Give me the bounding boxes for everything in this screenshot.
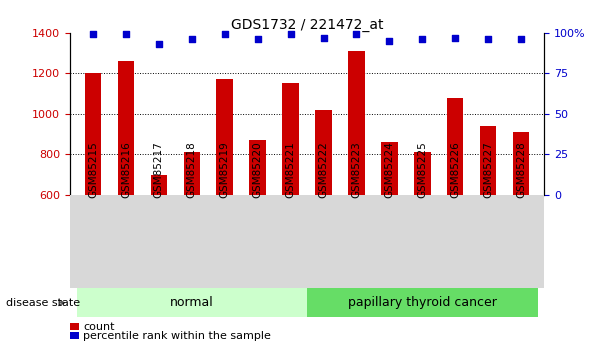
Bar	[216, 79, 233, 195]
Point	[351, 32, 361, 37]
Bar	[184, 152, 200, 195]
Point	[418, 37, 427, 42]
Point	[187, 37, 196, 42]
Bar	[447, 98, 463, 195]
Bar	[77, 288, 307, 317]
Title: GDS1732 / 221472_at: GDS1732 / 221472_at	[231, 18, 383, 32]
Point	[253, 37, 263, 42]
Bar	[70, 332, 80, 339]
Text: disease state: disease state	[6, 298, 80, 308]
Text: percentile rank within the sample: percentile rank within the sample	[83, 331, 271, 341]
Point	[88, 32, 98, 37]
Text: normal: normal	[170, 296, 213, 309]
Bar	[381, 142, 398, 195]
Point	[286, 32, 295, 37]
Point	[319, 35, 328, 40]
Bar	[316, 110, 332, 195]
Point	[121, 32, 131, 37]
Bar	[85, 73, 101, 195]
Point	[384, 38, 394, 43]
Bar	[348, 51, 365, 195]
Bar	[414, 152, 430, 195]
Bar	[118, 61, 134, 195]
Point	[451, 35, 460, 40]
Bar	[513, 132, 530, 195]
Bar	[282, 83, 299, 195]
Point	[154, 41, 164, 47]
Text: papillary thyroid cancer: papillary thyroid cancer	[348, 296, 497, 309]
Bar	[151, 175, 167, 195]
Bar	[480, 126, 496, 195]
Point	[516, 37, 526, 42]
Bar	[249, 140, 266, 195]
Bar	[70, 323, 80, 330]
Text: count: count	[83, 322, 114, 332]
Bar	[307, 288, 537, 317]
Point	[220, 32, 230, 37]
Point	[483, 37, 493, 42]
